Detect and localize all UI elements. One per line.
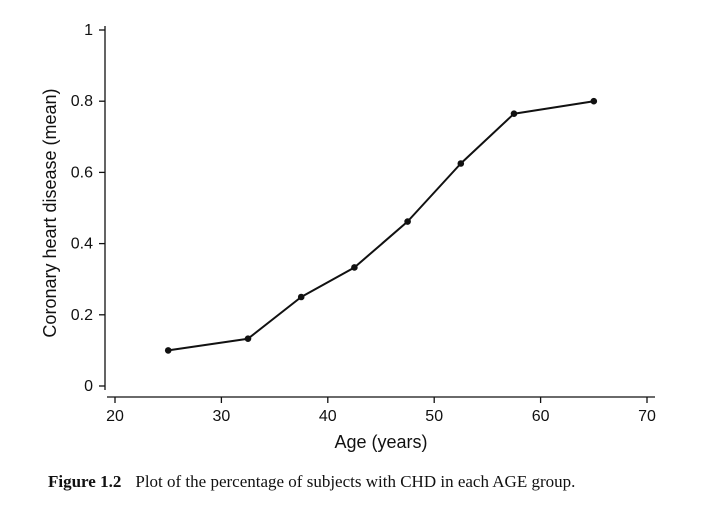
data-point-0-2: [297, 293, 305, 301]
y-tick-label-0: 0: [84, 378, 93, 395]
y-tick-label-2: 0.4: [71, 236, 93, 253]
y-tick-label-1: 0.2: [71, 307, 93, 324]
series-layer: [164, 97, 598, 354]
x-tick-label-0: 20: [106, 408, 124, 425]
axes: 20 30 40 50 60 70 0 0.2 0.4 0.6 0.8 1: [71, 22, 656, 425]
data-point-0-5: [457, 160, 465, 167]
x-tick-label-2: 40: [319, 408, 337, 425]
data-point-0-7: [590, 97, 598, 105]
figure-caption: Figure 1.2 Plot of the percentage of subj…: [48, 472, 708, 492]
series-line-0: [168, 100, 594, 352]
x-tick-label-3: 50: [425, 408, 443, 425]
data-point-0-4: [404, 218, 411, 225]
x-tick-label-5: 70: [638, 408, 656, 425]
chart: 20 30 40 50 60 70 0 0.2 0.4 0.6 0.8 1 Age (years) C…: [40, 22, 656, 452]
y-tick-label-5: 1: [84, 22, 93, 39]
y-axis-title: Coronary heart disease (mean): [40, 88, 60, 337]
data-point-0-3: [351, 264, 358, 271]
x-tick-label-1: 30: [213, 408, 231, 425]
data-point-0-6: [510, 110, 518, 117]
data-point-0-0: [164, 347, 172, 354]
figure-number: Figure 1.2: [48, 472, 122, 491]
caption-text: Plot of the percentage of subjects with …: [135, 472, 576, 491]
data-point-0-1: [244, 335, 252, 342]
x-axis-title: Age (years): [334, 432, 427, 452]
x-tick-label-4: 60: [532, 408, 550, 425]
y-tick-label-4: 0.8: [71, 93, 93, 110]
y-tick-label-3: 0.6: [71, 164, 93, 181]
